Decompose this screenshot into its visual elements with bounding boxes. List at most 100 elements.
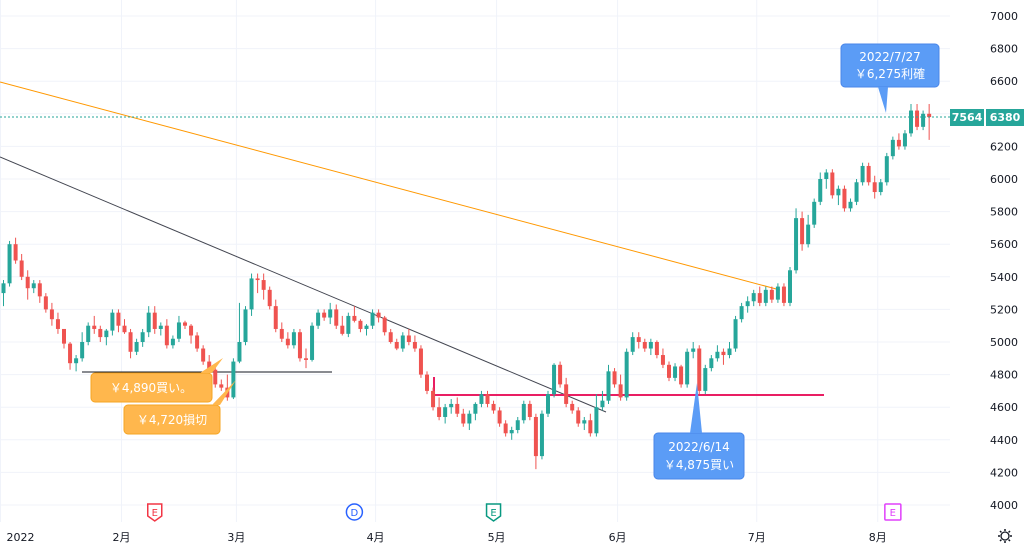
candle-body (291, 332, 296, 346)
event-marker[interactable]: D (345, 503, 364, 521)
candle (497, 407, 502, 427)
candle (473, 402, 478, 421)
candle (691, 342, 696, 359)
candle-body (533, 416, 538, 457)
candle-body (648, 342, 653, 349)
candle-body (418, 348, 423, 375)
candle (279, 322, 284, 342)
candle-body (467, 413, 472, 424)
candle (745, 296, 750, 313)
candle-body (304, 358, 308, 360)
candle-body (437, 407, 442, 417)
candle (660, 348, 665, 369)
candle (25, 270, 30, 300)
candle (890, 136, 895, 160)
candle (618, 374, 623, 401)
time-axis[interactable]: 2022 2月 3月 4月 5月 6月 7月 8月 (6, 531, 886, 544)
candle (128, 328, 133, 359)
candle-body (255, 278, 260, 281)
candle-body (358, 320, 363, 329)
candle-body (624, 351, 629, 398)
candle (62, 328, 66, 349)
candle-body (866, 165, 871, 183)
candle-body (685, 351, 690, 385)
price-axis[interactable]: 4000 4200 4400 4600 4800 5000 5200 5400 5600 5800… (990, 10, 1018, 512)
x-tick-label: 5月 (488, 531, 506, 544)
candle-body (818, 179, 823, 202)
event-marker[interactable]: E (147, 503, 163, 522)
candle-body (830, 172, 835, 196)
candle (679, 364, 684, 388)
descending-trend-line[interactable] (0, 156, 607, 413)
candle (612, 368, 617, 388)
callout-buy-614[interactable]: 2022/6/14 ￥4,875買い (653, 383, 745, 480)
candle-body (443, 407, 448, 417)
candle-body (219, 384, 224, 388)
candle (19, 253, 24, 281)
candle-body (13, 244, 18, 261)
candle-body (310, 325, 315, 360)
candle (848, 198, 853, 212)
candle-body (618, 384, 623, 398)
candle-body (788, 270, 792, 303)
candle-body (763, 289, 768, 303)
candle-body (800, 218, 805, 245)
candle-body (842, 188, 847, 209)
candle-body (43, 296, 48, 310)
candle (491, 400, 496, 414)
candle-body (642, 342, 647, 349)
callout-buy-4890[interactable]: ￥4,890買い。 (90, 358, 223, 403)
orange-trend-line[interactable] (0, 81, 781, 291)
candle (80, 332, 85, 362)
candle-body (7, 244, 12, 284)
candle (558, 361, 563, 388)
candle-body (25, 276, 30, 289)
candle-body (509, 430, 514, 434)
candle-body (183, 322, 187, 326)
candle-body (757, 293, 762, 303)
candle (316, 309, 321, 329)
candle (201, 345, 206, 365)
event-marker[interactable]: E (884, 503, 902, 521)
candle-body (74, 358, 79, 364)
candle-body (1, 283, 6, 294)
candle (552, 363, 557, 398)
candle (382, 315, 387, 336)
candle (600, 390, 605, 411)
candle (189, 324, 194, 344)
candle-body (273, 306, 278, 329)
candle (896, 133, 901, 150)
candle-body (546, 394, 550, 414)
gear-icon[interactable] (998, 529, 1012, 543)
candle (231, 358, 236, 400)
candle (697, 345, 702, 395)
candle (304, 348, 308, 369)
candle-body (721, 351, 726, 356)
candle (425, 371, 429, 395)
candle (648, 338, 653, 356)
candle (830, 169, 835, 199)
candle (818, 172, 823, 206)
candle (642, 338, 647, 352)
callout-stop-loss[interactable]: ￥4,720損切 (123, 380, 236, 435)
candle-body (691, 348, 696, 352)
candle-body (170, 338, 175, 346)
candle (515, 416, 520, 434)
candle (400, 332, 405, 352)
callout-buy-614-text: ￥4,875買い (664, 458, 734, 472)
callout-take-profit[interactable]: 2022/7/27 ￥6,275利確 (840, 43, 940, 113)
badge-bg-1 (950, 109, 984, 126)
candle-body (582, 420, 587, 424)
x-tick-label: 7月 (748, 531, 766, 544)
candle-body (80, 342, 85, 359)
candle (921, 110, 926, 131)
candle (667, 361, 671, 382)
event-marker[interactable]: E (485, 503, 502, 522)
candle-body (539, 413, 544, 457)
y-tick-label: 6600 (990, 75, 1018, 88)
candle-body (267, 289, 272, 307)
candle (1, 280, 6, 307)
